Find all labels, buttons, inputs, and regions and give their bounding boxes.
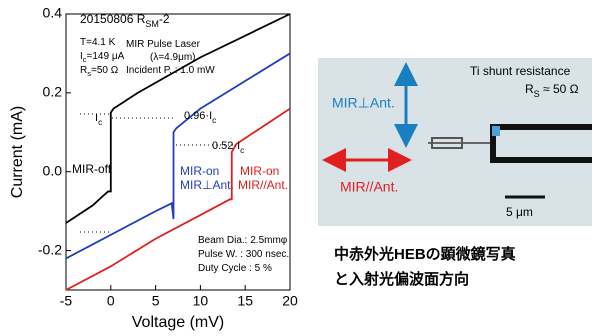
annotation: T=4.1 K	[80, 37, 116, 48]
annotation: 0.52·Ic	[212, 140, 244, 155]
text-part: =149 μA	[87, 51, 125, 62]
text-part: Incident P. : 1.0 mW	[126, 65, 215, 76]
text-part: (λ=4.9μm)	[150, 52, 196, 63]
x-tick-label: 15	[237, 293, 253, 309]
annotation: MIR-off	[72, 162, 112, 176]
x-tick-label: -5	[60, 293, 73, 309]
annotation: (λ=4.9μm)	[150, 52, 196, 63]
x-tick-label: 20	[282, 293, 298, 309]
x-tick-label: 0	[107, 293, 115, 309]
annotation: 0.96·Ic	[184, 110, 216, 125]
annotation: Pulse W. : 300 nsec.	[198, 249, 289, 260]
text-part: MIR//Ant.	[238, 178, 288, 192]
x-tick-label: 10	[193, 293, 209, 309]
caption-line: 中赤外光HEBの顕微鏡写真	[334, 245, 516, 263]
text-part: -2	[159, 12, 170, 26]
text-part: Duty Cycle : 5 %	[198, 263, 272, 274]
perp-label: MIR⊥Ant.	[332, 95, 395, 111]
text-part: R	[525, 82, 534, 96]
text-part: 0.52·I	[212, 140, 240, 152]
annotation: 20150806 RSM-2	[80, 12, 170, 29]
annotation: Beam Dia.: 2.5mmφ	[198, 235, 288, 246]
annotation: Rs=50 Ω	[80, 65, 119, 79]
y-axis-label: Current (mA)	[9, 106, 26, 198]
annotation: MIR Pulse Laser	[126, 39, 201, 50]
y-tick-label: 0.0	[43, 162, 63, 178]
y-tick-label: 0.4	[43, 5, 63, 21]
annotation: MIR⊥Ant.	[180, 178, 234, 192]
x-tick-label: 5	[152, 293, 160, 309]
subscript: c	[98, 118, 102, 127]
subscript: c	[240, 146, 244, 155]
annotation: Ic	[95, 112, 102, 127]
y-tick-label: 0.2	[43, 84, 63, 100]
scale-label: 5 μm	[506, 205, 533, 219]
para-label: MIR//Ant.	[340, 179, 398, 195]
text-part: MIR⊥Ant.	[180, 178, 234, 192]
text-part: T=4.1 K	[80, 37, 116, 48]
subscript: c	[212, 116, 216, 125]
annotation: MIR-on	[240, 164, 279, 178]
x-axis-label: Voltage (mV)	[132, 314, 224, 331]
text-part: 20150806 R	[80, 12, 146, 26]
text-part: MIR-off	[72, 162, 112, 176]
text-part: 0.96·I	[184, 110, 212, 122]
text-part: Beam Dia.: 2.5mmφ	[198, 235, 288, 246]
text-part: MIR-on	[240, 164, 279, 178]
text-part: Pulse W. : 300 nsec.	[198, 249, 289, 260]
text-part: MIR-on	[180, 164, 219, 178]
figure: Ti shunt resistance RS ≈ 50 Ω MIR⊥Ant. M…	[0, 0, 592, 336]
shunt-label: Ti shunt resistance	[470, 64, 571, 78]
y-tick-label: -0.2	[38, 241, 62, 257]
annotation: MIR-on	[180, 164, 219, 178]
subscript: SM	[145, 19, 159, 29]
text-part: ≈ 50 Ω	[540, 82, 579, 96]
text-part: =50 Ω	[91, 65, 119, 76]
annotation: Incident P. : 1.0 mW	[126, 65, 215, 76]
annotation: MIR//Ant.	[238, 178, 288, 192]
text-part: MIR Pulse Laser	[126, 39, 201, 50]
annotation: Duty Cycle : 5 %	[198, 263, 272, 274]
page: {"chart_data": {"type": "line", "xlabel"…	[0, 0, 592, 336]
text-part: R	[80, 65, 87, 76]
annotation: Ic=149 μA	[80, 51, 125, 65]
caption-line: と入射光偏波面方向	[334, 270, 469, 288]
